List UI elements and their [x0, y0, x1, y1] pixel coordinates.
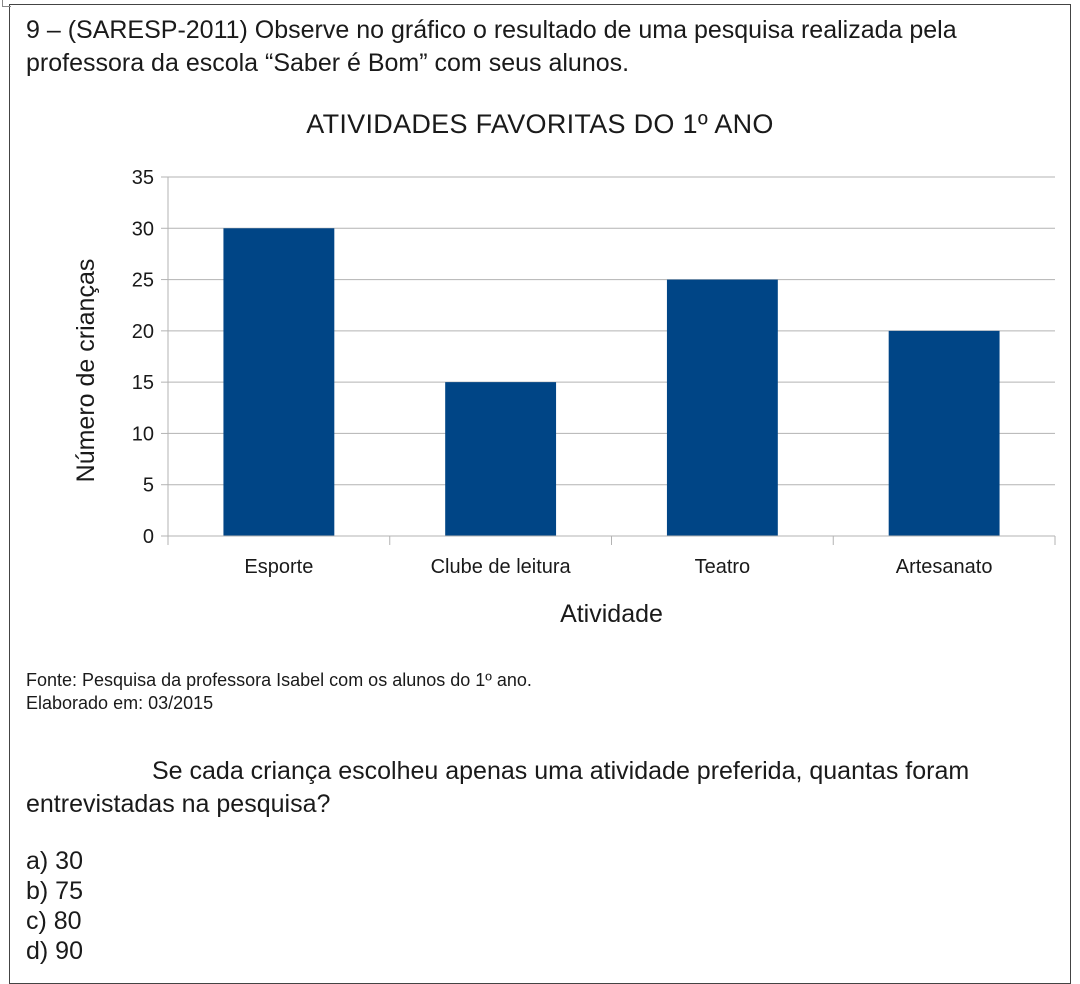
y-tick-label: 5 — [143, 475, 154, 497]
option-a[interactable]: a) 30 — [26, 847, 83, 875]
chart-title: ATIVIDADES FAVORITAS DO 1º ANO — [306, 109, 774, 139]
option-d[interactable]: d) 90 — [26, 937, 83, 965]
x-axis-title: Atividade — [560, 600, 663, 628]
question-text: Se cada criança escolheu apenas uma ativ… — [26, 755, 1066, 821]
chart-bars — [223, 228, 1000, 537]
y-tick-label: 0 — [143, 526, 154, 548]
chart-labels: 0 5 10 15 20 25 30 35 Esporte Clube de leitura Tea… — [72, 167, 992, 628]
option-b[interactable]: b) 75 — [26, 877, 83, 905]
question-body: Se cada criança escolheu apenas uma ativ… — [26, 757, 970, 818]
x-tick-label: Esporte — [244, 556, 313, 578]
corner-mark — [2, 0, 11, 7]
bar-teatro — [666, 279, 778, 536]
elaborated-date: Elaborado em: 03/2015 — [26, 693, 214, 713]
y-tick-label: 25 — [132, 270, 154, 292]
x-tick-label: Teatro — [695, 556, 751, 578]
chart-source: Fonte: Pesquisa da professora Isabel com… — [26, 669, 532, 715]
bar-artesanato — [888, 330, 1000, 536]
option-c[interactable]: c) 80 — [26, 907, 82, 935]
y-axis-title: Número de crianças — [72, 259, 100, 483]
answer-options: a) 30 b) 75 c) 80 d) 90 — [26, 846, 83, 966]
y-tick-label: 20 — [132, 321, 154, 343]
y-tick-label: 15 — [132, 372, 154, 394]
y-tick-label: 10 — [132, 423, 154, 445]
x-tick-label: Artesanato — [896, 556, 993, 578]
y-tick-label: 35 — [132, 167, 154, 189]
bar-esporte — [223, 228, 335, 537]
question-header: 9 – (SARESP-2011) Observe no gráfico o r… — [26, 16, 957, 77]
y-tick-label: 30 — [132, 218, 154, 240]
source-line: Fonte: Pesquisa da professora Isabel com… — [26, 670, 532, 690]
bar-clube-de-leitura — [445, 382, 557, 536]
x-tick-label: Clube de leitura — [431, 556, 572, 578]
chart-axes — [161, 176, 1056, 545]
